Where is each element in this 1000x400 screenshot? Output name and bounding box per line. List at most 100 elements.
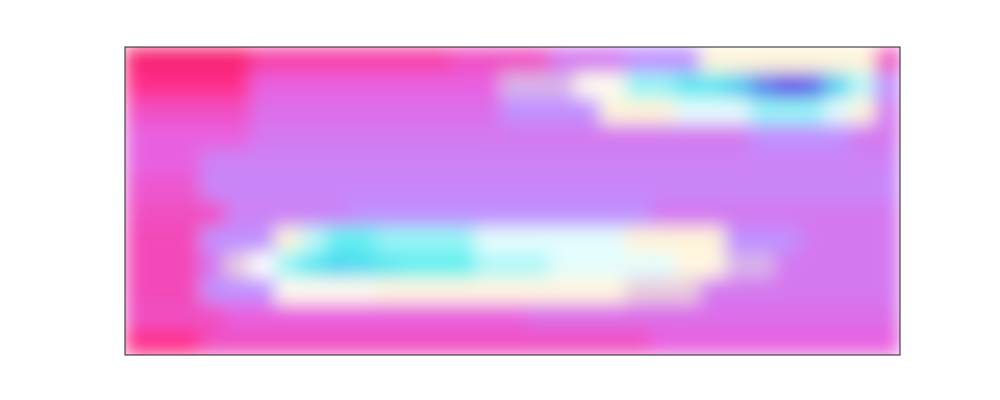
heat-cell — [750, 304, 776, 330]
heat-cell — [500, 47, 526, 73]
heat-cell — [725, 201, 751, 227]
heat-cell — [750, 201, 776, 227]
heat-cell — [825, 175, 851, 201]
chart — [0, 0, 1000, 400]
heat-cell — [850, 304, 876, 330]
heat-cell — [625, 175, 651, 201]
heat-cell — [375, 227, 401, 253]
heat-cell — [375, 73, 401, 99]
heat-cell — [125, 329, 151, 355]
heat-cell — [175, 278, 201, 304]
heat-cell — [775, 150, 801, 176]
heat-cell — [600, 227, 626, 253]
heat-cell — [500, 150, 526, 176]
heat-cell — [700, 73, 726, 99]
heat-cell — [250, 73, 276, 99]
heat-cell — [500, 175, 526, 201]
heat-cell — [250, 175, 276, 201]
heat-cell — [475, 98, 501, 124]
heat-cell — [875, 227, 900, 253]
heat-cell — [200, 73, 226, 99]
heat-cell — [275, 329, 301, 355]
heat-cell — [825, 201, 851, 227]
heat-cell — [550, 278, 576, 304]
heat-cell — [550, 124, 576, 150]
heat-cell — [275, 73, 301, 99]
heat-cell — [525, 252, 551, 278]
heat-cell — [275, 98, 301, 124]
heat-cell — [700, 47, 726, 73]
heat-cell — [800, 98, 826, 124]
heat-cell — [775, 47, 801, 73]
heat-cell — [400, 201, 426, 227]
heat-cell — [325, 278, 351, 304]
heat-cell — [650, 73, 676, 99]
heat-cell — [350, 252, 376, 278]
heat-cell — [375, 175, 401, 201]
heat-cell — [375, 201, 401, 227]
heat-cell — [625, 304, 651, 330]
heat-cell — [125, 175, 151, 201]
heat-cell — [225, 329, 251, 355]
heat-cell — [550, 252, 576, 278]
heat-cell — [225, 150, 251, 176]
heat-cell — [525, 304, 551, 330]
heat-cell — [125, 98, 151, 124]
heat-cell — [300, 329, 326, 355]
heat-cell — [400, 175, 426, 201]
heat-cell — [525, 278, 551, 304]
heat-cell — [450, 73, 476, 99]
heat-cell — [175, 73, 201, 99]
heat-cell — [875, 150, 900, 176]
heat-cell — [275, 201, 301, 227]
heat-cell — [250, 201, 276, 227]
heat-cell — [275, 175, 301, 201]
heat-cell — [375, 47, 401, 73]
heat-cell — [275, 124, 301, 150]
heat-cell — [800, 175, 826, 201]
heat-cell — [450, 252, 476, 278]
heat-cell — [475, 278, 501, 304]
heat-cell — [600, 278, 626, 304]
heat-cell — [475, 47, 501, 73]
heat-cell — [825, 150, 851, 176]
heat-cell — [625, 124, 651, 150]
heat-cell — [300, 252, 326, 278]
heat-cell — [425, 124, 451, 150]
heat-cell — [600, 124, 626, 150]
heat-cell — [250, 124, 276, 150]
heat-cell — [200, 227, 226, 253]
heat-cell — [475, 150, 501, 176]
heat-cell — [150, 47, 176, 73]
heat-cell — [700, 227, 726, 253]
heat-cell — [525, 47, 551, 73]
heat-cell — [475, 329, 501, 355]
heat-cell — [150, 98, 176, 124]
heat-cell — [800, 201, 826, 227]
heat-cell — [150, 150, 176, 176]
heat-cell — [600, 47, 626, 73]
heat-cell — [600, 98, 626, 124]
heat-cell — [800, 278, 826, 304]
heat-cell — [700, 201, 726, 227]
heat-cell — [225, 278, 251, 304]
heat-cell — [625, 227, 651, 253]
heat-cell — [125, 201, 151, 227]
heat-cell — [500, 201, 526, 227]
heat-cell — [575, 252, 601, 278]
heat-cell — [675, 98, 701, 124]
heat-cell — [400, 227, 426, 253]
heat-cell — [150, 124, 176, 150]
heat-cell — [475, 227, 501, 253]
heat-cell — [450, 98, 476, 124]
heat-cell — [550, 329, 576, 355]
heat-cell — [825, 227, 851, 253]
heat-cell — [850, 98, 876, 124]
heat-cell — [700, 98, 726, 124]
heat-cell — [325, 227, 351, 253]
heat-cell — [650, 98, 676, 124]
heat-cell — [150, 252, 176, 278]
heat-cell — [525, 150, 551, 176]
heat-cell — [350, 47, 376, 73]
heat-cell — [500, 98, 526, 124]
